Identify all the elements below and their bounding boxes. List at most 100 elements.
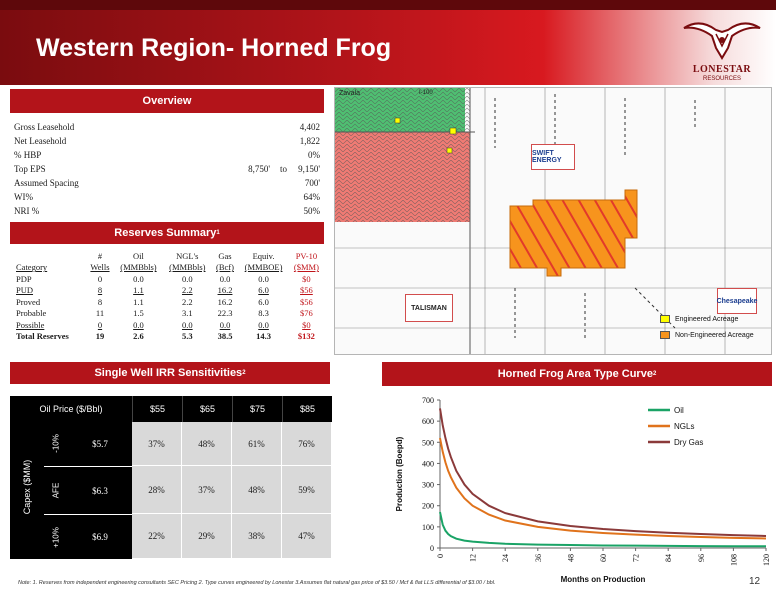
map-county-label: Zavala xyxy=(339,90,361,97)
overview-row-label: Assumed Spacing xyxy=(14,178,79,188)
reserves-row: Total Reserves 19 2.6 5.3 38.5 14.3 $132 xyxy=(14,331,324,343)
x-tick-label: 120 xyxy=(762,554,771,566)
reserves-header-cell: (MMBbls) xyxy=(120,262,157,273)
overview-row-value: 50% xyxy=(303,206,321,216)
x-tick-label: 24 xyxy=(501,554,510,562)
logo-subtitle: RESOURCES xyxy=(702,76,741,82)
reserves-cell: $56 xyxy=(300,285,313,296)
header-top-band xyxy=(0,0,776,10)
overview-row-value: 700' xyxy=(304,178,320,188)
reserves-cell: 1.5 xyxy=(133,308,144,319)
overview-heading-label: Overview xyxy=(142,95,192,107)
irr-afe-value: $6.3 xyxy=(68,466,132,514)
page-number: 12 xyxy=(749,576,761,587)
y-tick-label: 500 xyxy=(422,438,434,447)
irr-cell: 59% xyxy=(282,466,332,514)
reserves-cell: $56 xyxy=(300,296,313,307)
irr-cell: 48% xyxy=(232,466,282,514)
irr-heading: Single Well IRR Sensitivities 2 xyxy=(10,362,330,384)
header-banner: Western Region- Horned Frog LONESTAR RES… xyxy=(0,0,776,85)
irr-cell: 48% xyxy=(182,422,232,466)
irr-heading-label: Single Well IRR Sensitivities xyxy=(94,367,243,379)
irr-row-side: -10% xyxy=(44,422,68,466)
legend-engineered-label: Engineered Acreage xyxy=(675,316,739,323)
reserves-cell: $132 xyxy=(297,331,315,342)
reserves-cell: 8 xyxy=(97,285,103,296)
type-curve-heading-footnote: 2 xyxy=(652,371,657,377)
x-axis-title: Months on Production xyxy=(561,575,646,584)
irr-cell: 37% xyxy=(132,422,182,466)
legend-label: NGLs xyxy=(674,422,694,431)
x-tick-label: 108 xyxy=(729,554,738,566)
type-curve-svg: 0 100 200 300 400 500 600 700 0 12 24 36 48 60 72 84 96 1… xyxy=(395,396,771,584)
reserves-heading: Reserves Summary 1 xyxy=(10,222,324,244)
reserves-cell: 0.0 xyxy=(258,273,269,284)
overview-row-separator: to xyxy=(280,164,288,174)
series-line-oil xyxy=(439,511,766,548)
overview-row-label: WI% xyxy=(14,192,33,202)
reserves-header-cell: NGL's xyxy=(176,250,199,261)
reserves-cell: 22.3 xyxy=(217,308,233,319)
reserves-header-cell: ($MM) xyxy=(293,262,319,273)
overview-row: WI% 64% xyxy=(14,192,320,206)
y-tick-label: 200 xyxy=(422,502,434,511)
reserves-cell: 11 xyxy=(95,308,105,319)
legend-label: Dry Gas xyxy=(674,438,703,447)
reserves-row: PDP 0 0.0 0.0 0.0 0.0 $0 xyxy=(14,273,324,285)
x-tick-label: 72 xyxy=(632,554,641,562)
overview-row-value: 9,150' xyxy=(298,164,320,174)
reserves-header-cell: Wells xyxy=(90,262,110,273)
y-tick-label: 100 xyxy=(422,523,434,532)
reserves-header-cell: Gas xyxy=(218,250,232,261)
y-tick-label: 600 xyxy=(422,417,434,426)
type-curve-chart: 0 100 200 300 400 500 600 700 0 12 24 36 48 60 72 84 96 1… xyxy=(384,392,774,592)
reserves-cell: 2.2 xyxy=(181,296,193,307)
irr-heading-footnote: 2 xyxy=(242,370,246,376)
overview-row: Net Leasehold 1,822 xyxy=(14,136,320,150)
logo-name: LONESTAR xyxy=(692,64,752,75)
reserves-table: # Oil NGL's Gas Equiv. PV-10 Category Wells (MMB… xyxy=(14,250,324,342)
x-tick-label: 0 xyxy=(436,554,445,558)
reserves-cell: PUD xyxy=(16,285,34,296)
acreage-map: Zavala I-100 SWIFT ENERGY TALISMAN Chesa… xyxy=(334,87,772,355)
overview-row-label: Net Leasehold xyxy=(14,136,67,146)
reserves-cell: Proved xyxy=(16,296,41,307)
overview-row-label: Top EPS xyxy=(14,164,46,174)
reserves-cell: 8 xyxy=(97,296,103,307)
irr-row-side-label: AFE xyxy=(51,482,61,499)
reserves-header-cell xyxy=(14,250,86,262)
overview-heading: Overview xyxy=(10,89,324,113)
y-axis-title: Production (Boepd) xyxy=(395,436,404,511)
overview-row-label: Gross Leasehold xyxy=(14,122,75,132)
reserves-cell: Total Reserves xyxy=(16,331,69,342)
reserves-cell: 2.6 xyxy=(133,331,144,342)
overview-row-value: 0% xyxy=(308,150,320,160)
overview-row: Assumed Spacing 700' xyxy=(14,178,320,192)
reserves-cell: 0.0 xyxy=(219,319,231,330)
reserves-header-cell: (Bcf) xyxy=(216,262,234,273)
reserves-cell: Probable xyxy=(16,308,47,319)
reserves-cell: $0 xyxy=(302,273,311,284)
overview-row-value: 64% xyxy=(303,192,321,202)
horned-frog-acreage xyxy=(509,189,638,277)
reserves-header-cell: (MMBbls) xyxy=(169,262,206,273)
type-curve-heading-label: Horned Frog Area Type Curve xyxy=(497,368,653,380)
legend-non-engineered-swatch xyxy=(660,331,670,339)
legend-non-engineered-label: Non-Engineered Acreage xyxy=(675,332,754,339)
irr-price-header: $65 xyxy=(182,396,232,422)
reserves-row: Possible 0 0.0 0.0 0.0 0.0 $0 xyxy=(14,319,324,331)
reserves-cell: 16.2 xyxy=(217,296,233,307)
overview-row-from: 8,750' xyxy=(248,164,270,174)
reserves-header-cell: Equiv. xyxy=(252,250,275,261)
overview-row: Top EPS 8,750' to 9,150' xyxy=(14,164,320,178)
reserves-cell: 16.2 xyxy=(217,285,233,296)
irr-price-header: $85 xyxy=(282,396,332,422)
x-tick-label: 12 xyxy=(469,554,478,562)
reserves-cell: 0.0 xyxy=(133,319,144,330)
reserves-row: PUD 8 1.1 2.2 16.2 6.0 $56 xyxy=(14,285,324,297)
overview-row-label: % HBP xyxy=(14,150,42,160)
irr-table: Oil Price ($/Bbl) $55 $65 $75 $85 Capex ($MM)… xyxy=(10,396,332,559)
map-road-label: I-100 xyxy=(419,90,433,96)
irr-cell: 29% xyxy=(182,514,232,559)
reserves-cell: 38.5 xyxy=(217,331,233,342)
